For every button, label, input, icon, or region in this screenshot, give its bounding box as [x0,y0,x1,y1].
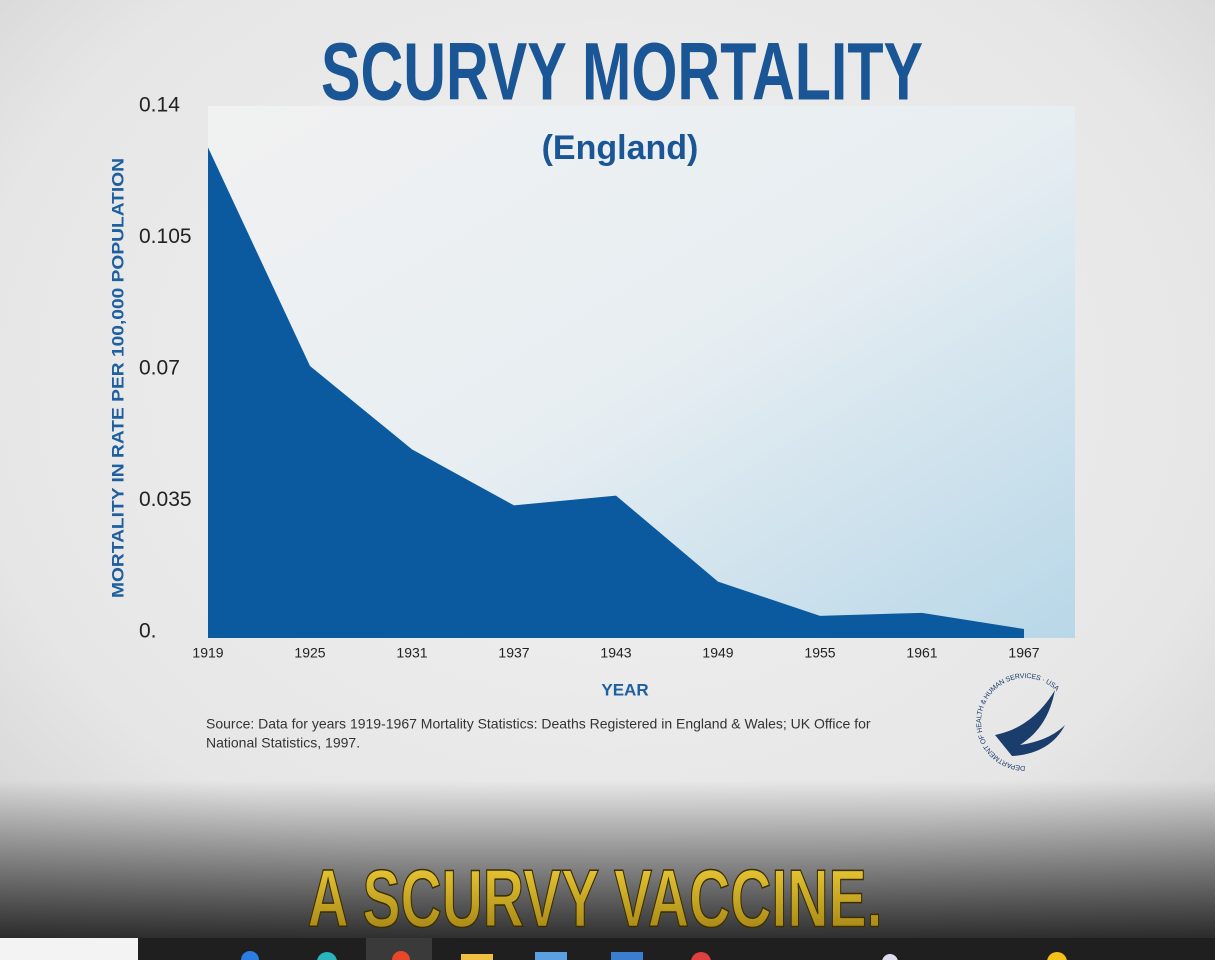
taskbar-icon[interactable] [535,952,567,960]
y-tick-label: 0.035 [139,488,192,511]
x-tick-label: 1967 [1008,645,1039,661]
taskbar [0,938,1215,960]
y-tick-label: 0.14 [139,94,180,117]
taskbar-icon[interactable] [882,954,898,960]
x-tick-label: 1925 [294,645,325,661]
taskbar-icon[interactable] [611,952,643,960]
x-tick-label: 1955 [804,645,835,661]
taskbar-icon[interactable] [461,954,493,960]
area [208,147,1024,639]
x-tick-label: 1937 [498,645,529,661]
taskbar-icon[interactable] [392,951,410,960]
source-line: Source: Data for years 1919-1967 Mortali… [206,716,871,732]
taskbar-search[interactable] [0,938,138,960]
x-tick-label: 1931 [396,645,427,661]
x-axis-label: YEAR [601,680,648,699]
logo-eagle [995,690,1065,756]
x-tick-label: 1949 [702,645,733,661]
taskbar-icon[interactable] [1047,952,1067,960]
taskbar-bg [0,938,1215,960]
video-shade [0,780,1215,940]
y-tick-label: 0.07 [139,357,180,380]
chart: 0. 0.035 0.07 0.105 0.14 1919 1925 1931 1937 1943… [139,94,1040,661]
taskbar-icon[interactable] [317,952,337,960]
chart-subtitle: (England) [542,129,699,167]
caption: A SCURVY VACCINE. [308,854,883,945]
taskbar-icon[interactable] [691,952,711,960]
source-line: National Statistics, 1997. [206,735,360,751]
y-tick-label: 0.105 [139,225,192,248]
x-tick-label: 1943 [600,645,631,661]
chart-title: SCURVY MORTALITY [321,27,923,118]
y-axis-label: MORTALITY IN RATE PER 100,000 POPULATION [108,158,127,598]
y-tick-label: 0. [139,620,157,643]
taskbar-active[interactable] [366,938,432,960]
taskbar-icon[interactable] [241,951,259,960]
x-tick-label: 1961 [906,645,937,661]
x-tick-label: 1919 [192,645,223,661]
